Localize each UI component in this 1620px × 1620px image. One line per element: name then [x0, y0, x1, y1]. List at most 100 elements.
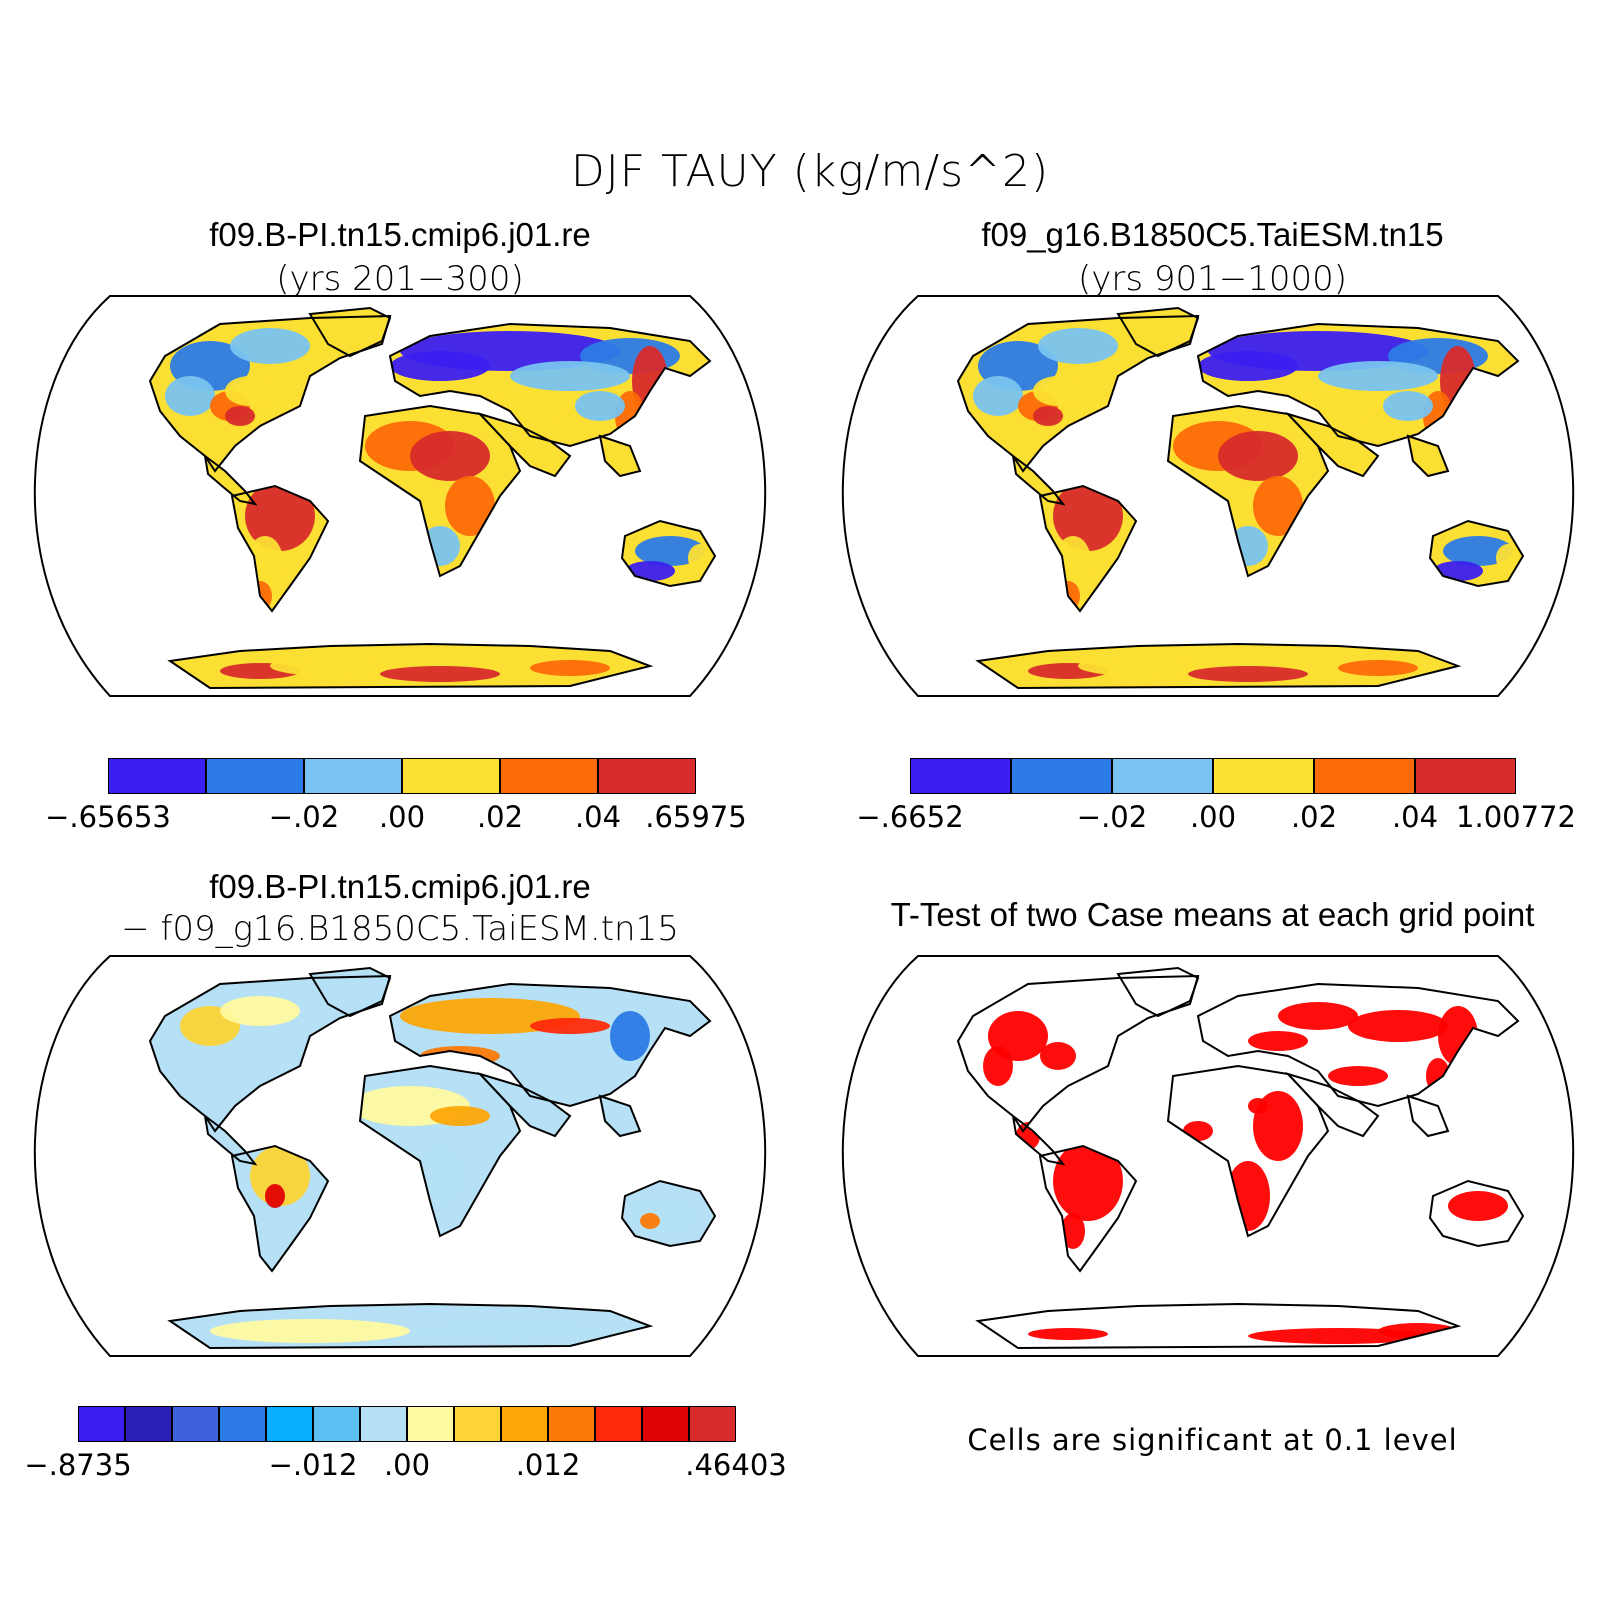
north-america-coastline	[148, 974, 392, 1133]
antarctica-coastline	[167, 642, 654, 690]
colorbar-label: −.8735	[24, 1448, 132, 1482]
significance-note: Cells are significant at 0.1 level	[967, 1423, 1458, 1457]
arabia-india-coastline	[1284, 411, 1380, 478]
field-blob	[1218, 431, 1298, 481]
colorbar-label: −.6652	[856, 800, 964, 834]
panel1-map	[33, 295, 767, 697]
field-blob	[230, 328, 310, 364]
greenland-coastline	[1116, 306, 1200, 358]
field-blob	[250, 1146, 310, 1206]
field-blob	[1338, 660, 1418, 676]
field-blob	[415, 1146, 465, 1206]
map-interior	[956, 966, 1525, 1350]
panel3-colorbar	[78, 1406, 736, 1442]
field-blob	[1248, 1031, 1308, 1051]
field-blob	[1055, 536, 1091, 586]
north-america-coastline	[956, 314, 1200, 473]
europe-asia-coastline	[388, 982, 712, 1108]
colorbar-swatch	[598, 758, 696, 794]
panel2-title: f09_g16.B1850C5.TaiESM.tn15	[981, 216, 1444, 253]
colorbar-label: .00	[378, 800, 426, 834]
field-blob	[1443, 536, 1513, 566]
field-blob	[265, 1184, 285, 1208]
north-america-coastline	[956, 974, 1200, 1133]
field-blob	[973, 376, 1023, 416]
colorbar-swatch	[125, 1406, 172, 1442]
field-blob	[575, 391, 625, 421]
field-blob	[1183, 1121, 1213, 1141]
field-blob	[410, 431, 490, 481]
field-blob	[247, 536, 283, 586]
field-blob	[610, 1011, 650, 1061]
colorbar-swatch	[360, 1406, 407, 1442]
field-blob	[210, 1319, 410, 1343]
colorbar-label: −.02	[268, 800, 340, 834]
field-blob	[420, 526, 460, 566]
colorbar-label: .02	[476, 800, 524, 834]
central-america-coastline	[203, 1113, 258, 1166]
field-blob	[530, 660, 610, 676]
colorbar-swatch	[1011, 758, 1112, 794]
panel4-title: T-Test of two Case means at each grid po…	[890, 896, 1535, 933]
colorbar-label: −.012	[268, 1448, 358, 1482]
australia-coastline	[1428, 519, 1525, 588]
field-blob	[640, 1213, 660, 1229]
field-blob	[270, 656, 390, 676]
colorbar-swatch	[595, 1406, 642, 1442]
panel1-colorbar	[108, 758, 696, 794]
field-blob	[1033, 376, 1083, 406]
land-base	[958, 968, 1523, 1348]
field-blob	[1053, 481, 1123, 551]
colorbar-swatch	[500, 758, 598, 794]
field-blob	[1228, 526, 1268, 566]
colorbar-swatch	[407, 1406, 454, 1442]
europe-asia-coastline	[388, 322, 712, 448]
field-blob	[1383, 391, 1433, 421]
field-blob	[1248, 1098, 1268, 1114]
colorbar-swatch	[910, 758, 1011, 794]
se-asia-coastline	[1406, 434, 1450, 478]
south-america-coastline	[230, 1144, 330, 1273]
colorbar-swatch	[642, 1406, 689, 1442]
field-blob	[530, 1018, 610, 1034]
colorbar-swatch	[219, 1406, 266, 1442]
panel3-map	[33, 955, 767, 1357]
field-blob	[380, 666, 500, 682]
australia-coastline	[620, 519, 717, 588]
arabia-india-coastline	[1284, 1071, 1380, 1138]
south-america-coastline	[230, 484, 330, 613]
land-fill	[150, 968, 715, 1348]
europe-asia-coastline	[1196, 322, 1520, 448]
field-blob	[245, 481, 315, 551]
field-blob	[420, 1046, 500, 1066]
australia-coastline	[1428, 1179, 1525, 1248]
field-blob	[1348, 1010, 1448, 1042]
field-blob	[1078, 656, 1198, 676]
antarctica-coastline	[167, 1302, 654, 1350]
colorbar-label: 1.00772	[1456, 800, 1576, 834]
field-blob	[1061, 1213, 1085, 1249]
field-blob	[1496, 544, 1520, 572]
field-blob	[983, 1046, 1013, 1086]
panel2-colorbar	[910, 758, 1516, 794]
arabia-india-coastline	[476, 1071, 572, 1138]
south-america-coastline	[1038, 484, 1138, 613]
field-blob	[430, 1106, 490, 1126]
colorbar-label: .04	[1391, 800, 1439, 834]
central-america-coastline	[1011, 1113, 1066, 1166]
panel1-title: f09.B-PI.tn15.cmip6.j01.re	[209, 216, 591, 253]
field-blob	[225, 376, 275, 406]
colorbar-label: .00	[1189, 800, 1237, 834]
field-blob	[635, 536, 705, 566]
colorbar-label: −.65653	[45, 800, 171, 834]
greenland-coastline	[308, 306, 392, 358]
colorbar-swatch	[402, 758, 500, 794]
antarctica-coastline	[975, 642, 1462, 690]
central-america-coastline	[1011, 453, 1066, 506]
colorbar-swatch	[689, 1406, 736, 1442]
map-boundary	[841, 955, 1575, 1357]
antarctica-coastline	[975, 1302, 1462, 1350]
colorbar-swatch	[313, 1406, 360, 1442]
colorbar-label: −.02	[1076, 800, 1148, 834]
map-boundary	[841, 295, 1575, 697]
